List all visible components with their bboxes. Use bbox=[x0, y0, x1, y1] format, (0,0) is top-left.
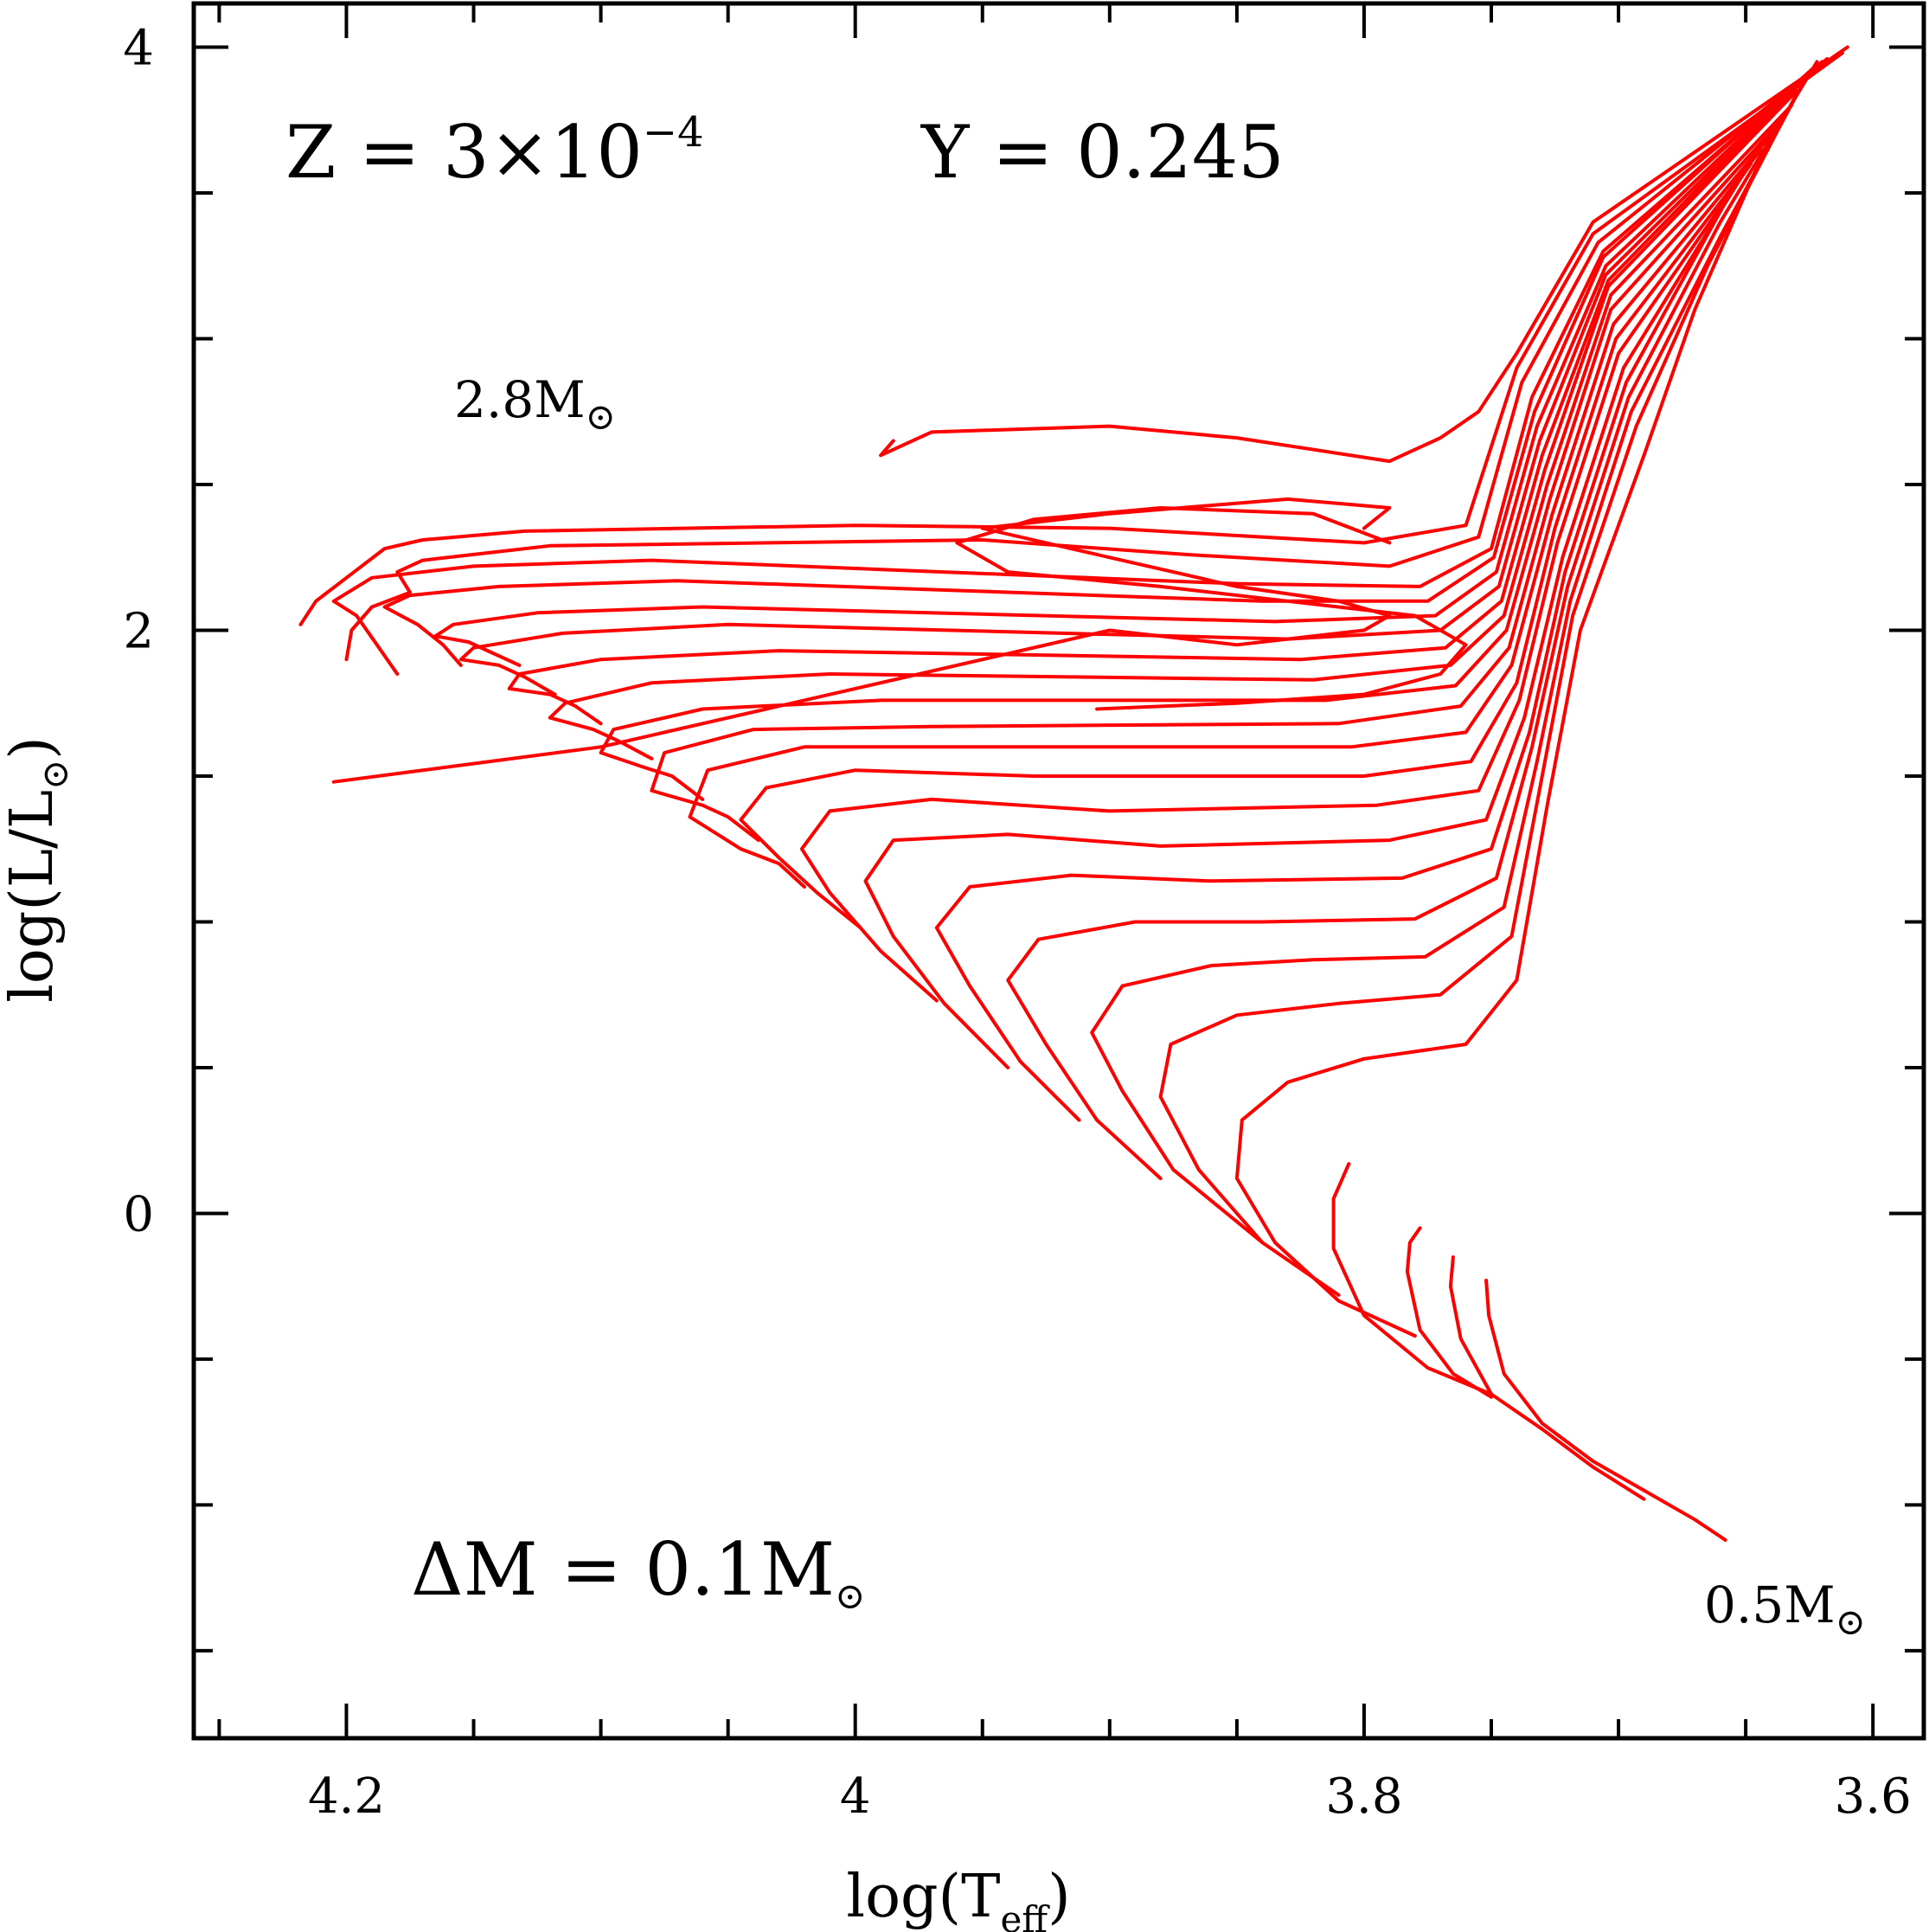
x-tick-label: 3.6 bbox=[1835, 1768, 1912, 1825]
track-series-4 bbox=[1234, 132, 1773, 1338]
axis-tick-labels: 4.2 4 3.8 3.6 0 2 4 bbox=[123, 21, 1911, 1825]
annotation-mass-bottom: 0.5M⊙ bbox=[1704, 1576, 1866, 1643]
y-tick-label: 4 bbox=[123, 21, 154, 77]
annotation-mass-top: 2.8M⊙ bbox=[454, 370, 616, 438]
track-series-10 bbox=[799, 162, 1753, 1003]
track-series-12 bbox=[688, 132, 1773, 889]
track-series-13 bbox=[650, 118, 1784, 843]
track-series-24 bbox=[331, 497, 1392, 784]
track-series-25 bbox=[955, 506, 1468, 711]
track-series-7 bbox=[1006, 60, 1819, 1180]
y-tick-label: 2 bbox=[123, 603, 154, 659]
y-axis-title: log(L/L⊙) bbox=[0, 736, 76, 1003]
annotation-helium: Y = 0.245 bbox=[920, 110, 1285, 195]
track-series-21 bbox=[344, 57, 1830, 662]
x-axis-title: log(Teff) bbox=[846, 1863, 1070, 1932]
evolutionary-tracks bbox=[298, 45, 1849, 1542]
x-tick-label: 3.8 bbox=[1325, 1768, 1402, 1825]
track-series-15 bbox=[548, 89, 1798, 761]
y-tick-label: 0 bbox=[123, 1186, 154, 1242]
track-series-16 bbox=[507, 80, 1804, 726]
track-series-1 bbox=[1448, 1255, 1646, 1501]
track-series-17 bbox=[458, 74, 1809, 696]
track-series-19 bbox=[382, 62, 1819, 667]
track-series-9 bbox=[863, 177, 1743, 1069]
track-series-5 bbox=[1158, 92, 1798, 1297]
track-series-11 bbox=[739, 147, 1763, 930]
track-series-22 bbox=[298, 51, 1844, 626]
track-series-14 bbox=[599, 103, 1794, 801]
track-series-23 bbox=[879, 45, 1849, 464]
track-series-2 bbox=[1405, 1226, 1493, 1399]
x-tick-label: 4 bbox=[840, 1768, 871, 1825]
track-series-18 bbox=[433, 68, 1814, 667]
plot-frame bbox=[191, 1, 1926, 1741]
track-series-3 bbox=[1331, 1162, 1493, 1396]
track-series-8 bbox=[934, 191, 1733, 1122]
x-tick-label: 4.2 bbox=[308, 1768, 385, 1825]
annotation-metallicity: Z = 3×10−4 bbox=[285, 108, 704, 195]
track-series-0 bbox=[1484, 1278, 1727, 1542]
annotation-mass-step: ΔM = 0.1M⊙ bbox=[411, 1527, 865, 1617]
axis-ticks bbox=[194, 3, 1924, 1738]
track-series-6 bbox=[1090, 74, 1809, 1245]
track-series-20 bbox=[331, 60, 1824, 676]
